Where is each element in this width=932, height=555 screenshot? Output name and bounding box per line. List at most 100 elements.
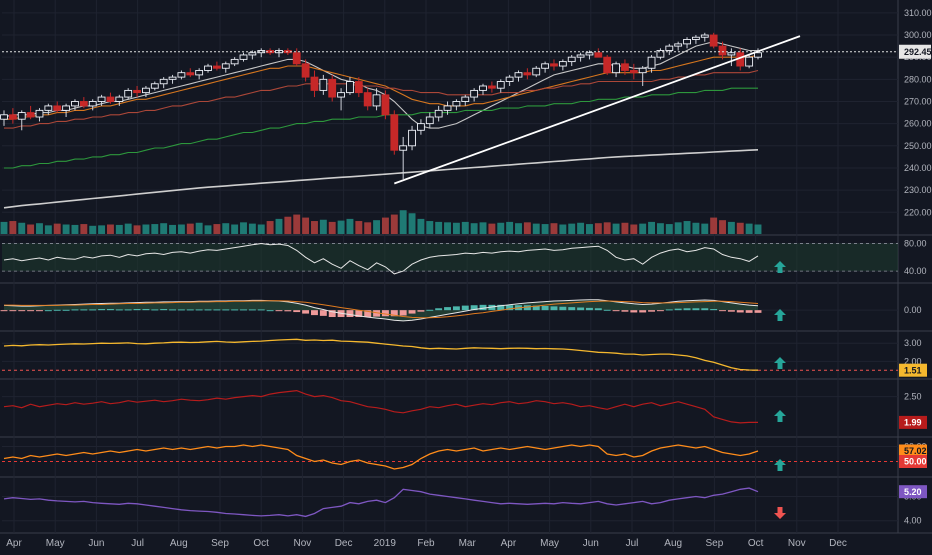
candle-body[interactable] xyxy=(292,52,301,65)
macd-histogram-bar xyxy=(568,307,576,311)
candle-body[interactable] xyxy=(532,67,541,76)
candle-body[interactable] xyxy=(709,34,718,47)
candle-body[interactable] xyxy=(638,67,647,74)
candle-body[interactable] xyxy=(133,89,141,94)
volume-bar xyxy=(408,213,416,234)
candle-body[interactable] xyxy=(346,81,354,94)
candle-body[interactable] xyxy=(230,58,239,65)
candle-body[interactable] xyxy=(159,78,168,85)
candle-body[interactable] xyxy=(452,101,461,107)
candle-body[interactable] xyxy=(417,123,425,131)
candle-body[interactable] xyxy=(106,96,115,102)
macd-histogram-bar xyxy=(594,308,602,311)
candle-body[interactable] xyxy=(44,105,53,111)
candle-body[interactable] xyxy=(115,96,124,102)
candle-body[interactable] xyxy=(674,43,683,47)
macd-histogram-bar xyxy=(27,310,35,312)
candle-body[interactable] xyxy=(71,101,79,107)
candle-body[interactable] xyxy=(248,52,257,56)
candle-body[interactable] xyxy=(612,63,620,74)
candle-body[interactable] xyxy=(656,50,665,58)
candle-body[interactable] xyxy=(665,45,674,51)
candle-body[interactable] xyxy=(79,101,88,107)
macd-histogram-bar xyxy=(390,310,398,317)
candle-body[interactable] xyxy=(195,70,204,76)
candle-body[interactable] xyxy=(168,76,177,80)
macd-histogram-bar xyxy=(479,304,487,311)
volume-bar xyxy=(497,222,505,234)
candle-body[interactable] xyxy=(425,116,434,125)
candle-body[interactable] xyxy=(142,87,150,94)
candle-body[interactable] xyxy=(8,114,17,120)
candle-body[interactable] xyxy=(727,52,736,56)
candle-body[interactable] xyxy=(629,70,638,74)
candle-body[interactable] xyxy=(408,129,416,147)
macd-histogram-bar xyxy=(541,305,549,311)
candle-body[interactable] xyxy=(212,65,221,69)
candle-body[interactable] xyxy=(186,72,195,76)
candle-body[interactable] xyxy=(434,109,443,118)
candle-body[interactable] xyxy=(62,105,71,111)
trendline[interactable] xyxy=(393,35,801,185)
candle-body[interactable] xyxy=(354,81,363,94)
candle-body[interactable] xyxy=(550,63,558,67)
candle-body[interactable] xyxy=(461,96,470,102)
candle-body[interactable] xyxy=(150,83,159,89)
candle-body[interactable] xyxy=(239,54,248,60)
candle-body[interactable] xyxy=(718,45,727,56)
candle-body[interactable] xyxy=(558,61,567,67)
candle-body[interactable] xyxy=(487,85,496,89)
candle-body[interactable] xyxy=(97,96,106,102)
candle-body[interactable] xyxy=(700,34,709,38)
candle-body[interactable] xyxy=(754,52,762,58)
candle-body[interactable] xyxy=(26,112,35,118)
candle-body[interactable] xyxy=(541,63,550,69)
candle-body[interactable] xyxy=(443,105,452,111)
candle-body[interactable] xyxy=(594,52,603,58)
candle-body[interactable] xyxy=(372,94,381,107)
volume-bar xyxy=(488,223,496,234)
candle-body[interactable] xyxy=(470,89,479,98)
candle-body[interactable] xyxy=(683,39,691,45)
candle-body[interactable] xyxy=(204,65,212,71)
candle-body[interactable] xyxy=(88,101,97,107)
candle-body[interactable] xyxy=(390,114,399,151)
candle-body[interactable] xyxy=(576,54,585,58)
macd-histogram-bar xyxy=(142,309,150,311)
candle-body[interactable] xyxy=(337,92,345,98)
candle-body[interactable] xyxy=(221,63,230,69)
candle-body[interactable] xyxy=(257,50,266,54)
candle-body[interactable] xyxy=(35,109,44,118)
volume-bar xyxy=(444,222,451,234)
x-tick-label: Feb xyxy=(417,538,435,549)
candle-body[interactable] xyxy=(0,114,8,120)
candle-body[interactable] xyxy=(177,72,186,78)
candle-body[interactable] xyxy=(399,145,408,151)
candle-body[interactable] xyxy=(647,56,656,69)
candle-body[interactable] xyxy=(523,72,532,76)
candle-body[interactable] xyxy=(621,63,629,71)
candle-body[interactable] xyxy=(124,89,133,98)
volume-bar xyxy=(62,224,70,234)
candle-body[interactable] xyxy=(691,36,700,40)
candle-body[interactable] xyxy=(567,56,576,63)
candle-body[interactable] xyxy=(745,56,754,67)
volume-bar xyxy=(630,224,638,234)
candle-body[interactable] xyxy=(363,92,372,107)
candle-body[interactable] xyxy=(319,78,328,91)
candle-body[interactable] xyxy=(328,78,337,98)
volume-bar xyxy=(532,223,540,234)
candle-body[interactable] xyxy=(496,81,505,89)
candle-body[interactable] xyxy=(514,72,523,78)
candle-body[interactable] xyxy=(381,94,390,116)
candle-body[interactable] xyxy=(505,76,514,82)
candle-body[interactable] xyxy=(585,52,594,56)
candle-body[interactable] xyxy=(603,56,612,74)
candle-body[interactable] xyxy=(17,112,26,120)
candle-body[interactable] xyxy=(301,63,310,78)
candle-body[interactable] xyxy=(310,76,319,91)
candle-body[interactable] xyxy=(479,85,487,91)
candle-body[interactable] xyxy=(53,105,62,111)
